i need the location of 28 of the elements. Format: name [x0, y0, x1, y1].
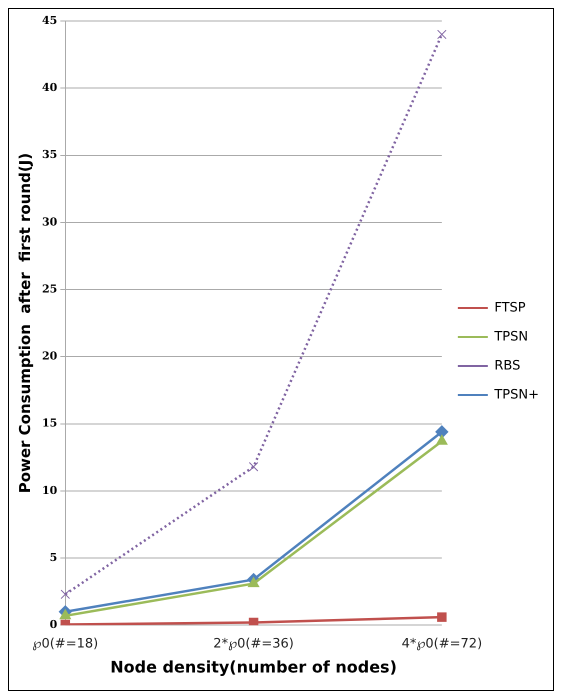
y-tick-label: 20	[42, 350, 58, 363]
x-tick-label: ℘0(#=18)	[32, 636, 98, 652]
y-tick-label: 5	[50, 550, 58, 564]
point	[60, 609, 72, 620]
point	[60, 590, 70, 600]
y-tick-label: 45	[42, 14, 58, 27]
point	[437, 30, 447, 40]
y-tick-label: 0	[50, 618, 58, 632]
y-tick-label: 35	[42, 148, 58, 162]
y-tick-label: 15	[42, 416, 58, 430]
x-tick-label: 4*℘0(#=72)	[402, 636, 482, 652]
point	[248, 618, 258, 626]
legend-label: TPSN+	[493, 387, 540, 402]
point	[435, 425, 448, 438]
legend-label: RBS	[494, 358, 520, 374]
x-tick-label: 2*℘0(#=36)	[213, 636, 294, 652]
y-tick-label: 25	[42, 282, 58, 296]
point	[437, 612, 447, 622]
x-axis-title: Node density(number of nodes)	[110, 658, 397, 677]
y-axis-title: Power Consumption after first round(J)	[16, 152, 34, 494]
legend-label: TPSN	[493, 329, 528, 344]
point	[248, 462, 258, 472]
legend-label: FTSP	[494, 300, 526, 316]
point	[248, 577, 260, 588]
point	[436, 434, 448, 445]
y-tick-label: 10	[42, 484, 58, 497]
y-tick-label: 30	[42, 215, 58, 228]
y-tick-label: 40	[42, 80, 58, 94]
